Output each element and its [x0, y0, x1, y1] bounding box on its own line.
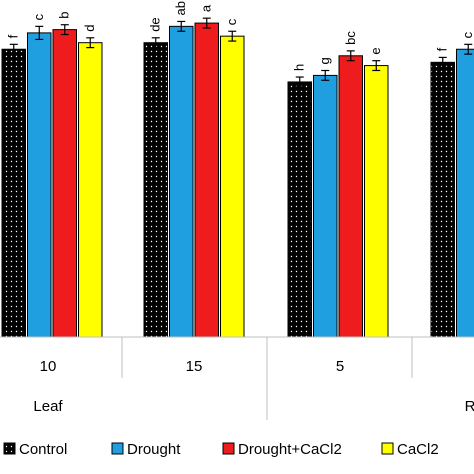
bar — [27, 32, 52, 338]
group-label: R — [465, 398, 474, 415]
significance-label: h — [292, 64, 307, 71]
significance-label: b — [57, 11, 72, 18]
bar — [52, 29, 77, 338]
bar-layer: f de h f c ab g c b a bc d c e — [1, 1, 474, 338]
significance-label: c — [224, 18, 239, 25]
bar — [313, 74, 338, 338]
bar — [220, 35, 245, 338]
legend-swatch — [111, 442, 124, 455]
legend-label: Drought+CaCl2 — [238, 441, 342, 458]
category-label: 15 — [186, 358, 203, 375]
significance-label: f — [435, 47, 450, 51]
significance-label: ab — [173, 1, 188, 15]
bar — [364, 65, 389, 338]
bar — [143, 42, 168, 338]
category-label: 10 — [40, 358, 57, 375]
significance-label: c — [31, 13, 46, 20]
category-axis: 10 15 5 Leaf R — [0, 336, 474, 420]
significance-label: f — [6, 34, 21, 38]
legend: Control Drought Drought+CaCl2 CaCl2 — [3, 441, 439, 458]
legend-swatch — [381, 442, 394, 455]
significance-label: g — [317, 57, 332, 64]
bar — [169, 25, 194, 338]
bar — [194, 22, 219, 338]
category-label: 5 — [336, 358, 344, 375]
significance-label: d — [82, 25, 97, 32]
significance-label: e — [368, 47, 383, 54]
significance-label: a — [199, 4, 214, 12]
bar — [287, 81, 312, 338]
legend-label: Control — [19, 441, 67, 458]
bar — [78, 42, 103, 338]
significance-label: de — [148, 17, 163, 31]
significance-label: c — [460, 31, 474, 38]
bar — [456, 48, 474, 338]
legend-label: CaCl2 — [397, 441, 439, 458]
bar — [338, 55, 363, 338]
legend-swatch — [222, 442, 235, 455]
legend-label: Drought — [127, 441, 181, 458]
group-label: Leaf — [33, 398, 63, 415]
bar — [430, 61, 455, 338]
legend-swatch — [3, 442, 16, 455]
bar — [1, 48, 26, 338]
significance-label: bc — [343, 31, 358, 45]
